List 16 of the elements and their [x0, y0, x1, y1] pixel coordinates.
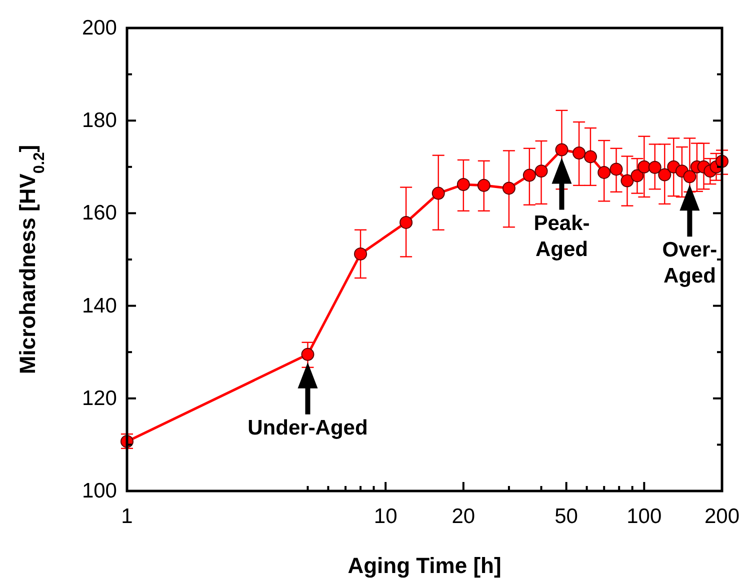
y-tick-label: 160 — [82, 202, 117, 225]
x-tick-label: 20 — [452, 505, 476, 528]
y-tick-label: 200 — [82, 16, 117, 40]
x-tick-label: 1 — [121, 505, 133, 528]
x-axis-title: Aging Time [h] — [348, 553, 502, 578]
x-tick-label: 100 — [626, 505, 662, 528]
y-tick-label: 140 — [82, 294, 117, 318]
x-tick-label: 10 — [374, 505, 398, 528]
annotation: Over- Aged — [662, 238, 718, 288]
y-tick-label: 180 — [82, 109, 117, 132]
x-tick-label: 200 — [704, 505, 740, 528]
annotation: Under-Aged — [248, 416, 368, 440]
y-tick-label: 100 — [82, 480, 117, 502]
y-tick-label: 120 — [82, 386, 117, 410]
annotation: Peak- Aged — [534, 212, 590, 261]
x-tick-label: 50 — [554, 505, 578, 528]
